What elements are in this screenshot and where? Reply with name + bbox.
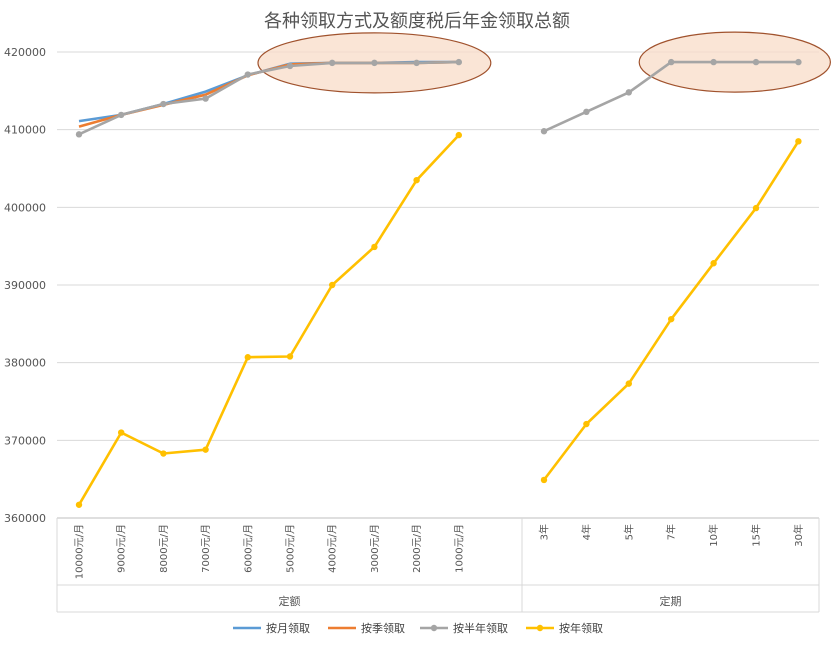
- x-tick-label: 7年: [665, 524, 678, 540]
- x-tick-label: 9000元/月: [116, 524, 128, 573]
- data-point-按半年领取: [329, 59, 336, 67]
- legend-label: 按年领取: [559, 621, 603, 635]
- data-point-按年领取: [75, 501, 83, 508]
- x-tick-label: 30年: [792, 524, 805, 547]
- x-tick-label: 10年: [707, 524, 720, 547]
- series-lines: [75, 58, 802, 508]
- data-point-按年领取: [583, 420, 590, 428]
- x-tick-label: 8000元/月: [158, 524, 170, 573]
- x-tick-label: 4年: [580, 524, 593, 540]
- y-tick-label: 380000: [4, 357, 46, 370]
- data-point-按年领取: [160, 450, 167, 457]
- y-axis-ticks: 360000 370000 380000 390000 400000 410000 4200…: [4, 46, 46, 525]
- data-point-按年领取: [329, 281, 336, 289]
- x-tick-label: 10000元/月: [74, 524, 86, 579]
- data-point-按半年领取: [752, 58, 760, 66]
- x-tick-label: 7000元/月: [200, 524, 212, 573]
- x-tick-label: 5年: [622, 524, 635, 540]
- legend: 按月领取 按季领取 按半年领取 按年领取: [233, 621, 603, 635]
- data-point-按半年领取: [583, 108, 590, 116]
- group-label: 定期: [660, 594, 682, 608]
- data-point-按年领取: [752, 204, 760, 212]
- data-point-按年领取: [455, 131, 462, 139]
- data-point-按半年领取: [75, 131, 83, 138]
- legend-label: 按季领取: [361, 621, 405, 635]
- y-tick-label: 360000: [4, 512, 46, 525]
- legend-marker: [536, 624, 544, 632]
- data-point-按半年领取: [202, 95, 209, 102]
- x-tick-label: 2000元/月: [411, 524, 423, 573]
- series-line-按年领取: [542, 140, 800, 481]
- y-tick-label: 390000: [4, 279, 46, 292]
- data-point-按半年领取: [455, 58, 462, 66]
- data-point-按半年领取: [413, 59, 420, 67]
- x-axis: 10000元/月 9000元/月 8000元/月 7000元/月 6000元/月 5000…: [56, 517, 820, 613]
- x-tick-label: 3000元/月: [369, 524, 381, 573]
- data-point-按年领取: [244, 354, 251, 361]
- group-label: 定额: [279, 594, 301, 608]
- data-point-按半年领取: [118, 111, 125, 119]
- data-point-按年领取: [710, 260, 717, 267]
- x-tick-label: 5000元/月: [285, 524, 297, 573]
- data-point-按半年领取: [160, 100, 167, 108]
- data-point-按年领取: [795, 138, 802, 145]
- data-point-按半年领取: [244, 71, 251, 78]
- x-tick-label: 3年: [538, 524, 551, 540]
- data-point-按年领取: [413, 176, 420, 184]
- data-point-按年领取: [668, 315, 675, 323]
- x-tick-label: 6000元/月: [242, 524, 254, 573]
- y-tick-label: 400000: [4, 201, 46, 214]
- gridlines: [57, 51, 819, 519]
- data-point-按半年领取: [668, 58, 675, 66]
- data-point-按年领取: [371, 243, 378, 251]
- data-point-按半年领取: [371, 59, 378, 67]
- data-point-按半年领取: [795, 58, 802, 66]
- series-line-按年领取: [77, 134, 460, 506]
- data-point-按半年领取: [625, 89, 632, 96]
- legend-marker: [430, 624, 438, 632]
- data-point-按年领取: [202, 446, 209, 453]
- data-point-按半年领取: [286, 62, 294, 70]
- x-tick-label: 4000元/月: [327, 524, 339, 573]
- data-point-按年领取: [625, 380, 632, 387]
- y-tick-label: 370000: [4, 434, 46, 447]
- x-tick-label: 15年: [750, 524, 763, 547]
- series-line-按半年领取: [78, 60, 459, 136]
- y-tick-label: 420000: [4, 46, 46, 59]
- data-point-按半年领取: [710, 58, 717, 66]
- y-tick-label: 410000: [4, 124, 46, 137]
- data-point-按年领取: [286, 353, 294, 360]
- x-tick-label: 1000元/月: [453, 524, 465, 573]
- data-point-按年领取: [540, 476, 548, 484]
- data-point-按半年领取: [540, 128, 548, 135]
- legend-label: 按月领取: [266, 621, 310, 635]
- chart-title: 各种领取方式及额度税后年金领取总额: [264, 11, 570, 32]
- data-point-按年领取: [118, 429, 125, 436]
- legend-label: 按半年领取: [453, 621, 508, 635]
